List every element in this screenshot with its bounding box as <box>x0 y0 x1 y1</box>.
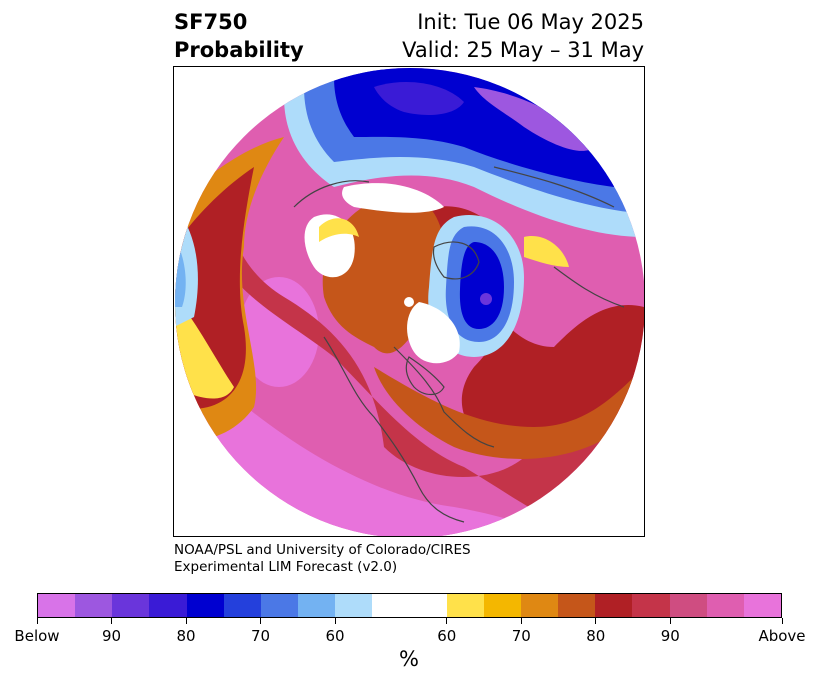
field-low-center <box>480 293 492 305</box>
colorbar-above-swatch <box>706 594 744 617</box>
north-pole-marker <box>404 297 414 307</box>
field-yellow-1 <box>319 218 359 242</box>
credit: NOAA/PSL and University of Colorado/CIRE… <box>174 542 471 576</box>
colorbar-tick <box>446 618 448 624</box>
probability-field <box>175 68 644 536</box>
field-cap-indigo <box>374 82 464 115</box>
field-yellow-2 <box>524 236 569 267</box>
colorbar-tick-label: Above <box>758 627 806 645</box>
colorbar-tick <box>781 618 783 624</box>
field-cap-purple <box>474 87 594 151</box>
colorbar-tick <box>669 618 671 624</box>
colorbar-tick-label: 60 <box>325 627 345 645</box>
title-probability: Probability <box>174 38 304 62</box>
title-variable: SF750 <box>174 10 248 34</box>
colorbar-tick-label: 70 <box>250 627 271 645</box>
colorbar-tick <box>334 618 336 624</box>
field-pacific-max <box>239 277 319 387</box>
colorbar-tick <box>260 618 261 624</box>
colorbar <box>37 593 782 618</box>
colorbar-tick-label: 60 <box>437 627 457 645</box>
coast-europe <box>553 266 625 308</box>
coastlines <box>293 166 625 523</box>
colorbar-below-swatch <box>335 594 373 617</box>
coast-greenland <box>432 241 480 280</box>
field-low-darkblue <box>459 242 504 329</box>
credit-line1: NOAA/PSL and University of Colorado/CIRE… <box>174 542 471 558</box>
colorbar-tick <box>111 618 112 624</box>
field-arc-yellow <box>175 297 234 399</box>
coast-na-west <box>323 336 465 523</box>
coast-siberia <box>493 166 615 208</box>
colorbar-below-swatch <box>223 594 261 617</box>
colorbar-tick <box>595 618 597 624</box>
colorbar-above-swatch <box>446 594 484 617</box>
title-right: Init: Tue 06 May 2025 Valid: 25 May – 31… <box>402 8 644 64</box>
coast-alaska <box>293 180 370 208</box>
colorbar-units: % <box>399 647 419 671</box>
credit-line2: Experimental LIM Forecast (v2.0) <box>174 559 398 575</box>
forecast-map <box>173 66 645 537</box>
field-neutral-hudson <box>407 302 460 364</box>
coast-na-east <box>393 346 495 448</box>
title-left: SF750 Probability <box>174 8 304 64</box>
colorbar-above-swatch <box>595 594 633 617</box>
init-date: Init: Tue 06 May 2025 <box>417 10 644 34</box>
colorbar-above-swatch <box>483 594 522 617</box>
colorbar-tick-label: 90 <box>660 627 680 645</box>
colorbar-above-swatch <box>669 594 707 617</box>
colorbar-tick-label: 80 <box>586 627 606 645</box>
colorbar-below-swatch <box>186 594 224 617</box>
colorbar-below-swatch <box>38 594 76 617</box>
field-orange-east <box>374 367 644 459</box>
colorbar-tick-label: 80 <box>176 627 196 645</box>
forecast-map-svg <box>175 68 644 536</box>
colorbar-tick <box>520 618 522 624</box>
valid-range: Valid: 25 May – 31 May <box>402 38 644 62</box>
field-neutral-arctic <box>342 183 444 213</box>
coast-hudson-bay <box>405 356 445 396</box>
colorbar-below-swatch <box>75 594 113 617</box>
colorbar-below-swatch <box>260 594 299 617</box>
colorbar-above-swatch <box>521 594 559 617</box>
colorbar-below-swatch <box>112 594 150 617</box>
colorbar-tick-label: Below <box>14 627 60 645</box>
colorbar-tick-label: 70 <box>511 627 531 645</box>
colorbar-above-swatch <box>632 594 670 617</box>
colorbar-tick-label: 90 <box>101 627 122 645</box>
colorbar-above-swatch <box>743 594 782 617</box>
colorbar-above-swatch <box>558 594 596 617</box>
colorbar-below-swatch <box>298 594 336 617</box>
colorbar-tick <box>185 618 187 624</box>
colorbar-below-swatch <box>149 594 187 617</box>
colorbar-tick <box>36 618 38 624</box>
colorbar-neutral-swatch <box>372 594 447 617</box>
